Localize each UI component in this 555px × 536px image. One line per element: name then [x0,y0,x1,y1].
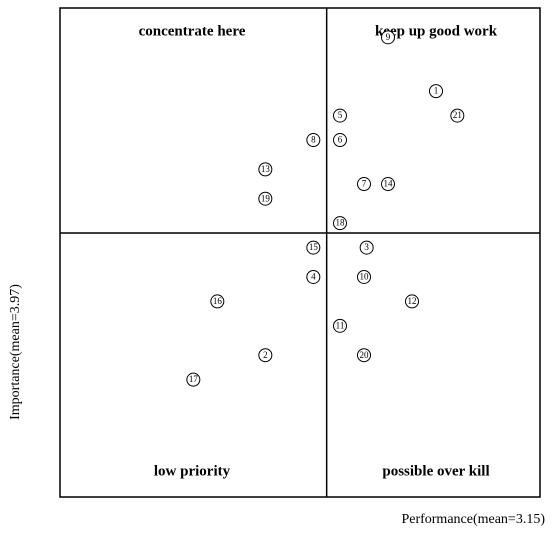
point-label: 4 [311,272,316,282]
point-label: 20 [360,350,370,360]
point [333,133,347,148]
point [186,372,201,387]
point-label: 15 [309,242,319,252]
point-label: 17 [189,374,199,384]
point [306,240,321,255]
point [381,177,395,192]
point-label: 14 [384,179,394,189]
point [210,294,225,309]
point [450,108,465,123]
quadrant-label: possible over kill [382,463,489,479]
point-label: 21 [453,110,462,120]
point-label: 6 [338,135,343,145]
point-label: 10 [360,272,370,282]
quadrant-label: low priority [154,463,231,479]
quadrant-label: keep up good work [375,23,498,39]
point-label: 18 [336,218,346,228]
point-label: 13 [261,164,271,174]
point-label: 12 [408,296,417,306]
point [258,348,273,363]
point [258,191,273,206]
point-label: 1 [434,86,439,96]
quadrant-label: concentrate here [139,23,246,39]
point-label: 3 [364,242,369,252]
point-label: 7 [362,179,367,189]
point-label: 11 [336,320,345,330]
point [306,133,321,148]
point [381,30,395,45]
point [357,177,371,192]
point [333,216,347,231]
point [333,318,347,333]
point [357,269,371,284]
point-label: 9 [386,32,391,42]
point [359,240,374,255]
point-label: 8 [311,135,316,145]
point-label: 5 [338,110,343,120]
point-label: 19 [261,193,271,203]
point [357,348,371,363]
point [306,269,321,284]
point [429,84,443,99]
point-label: 16 [213,296,223,306]
point-label: 2 [263,350,268,360]
point [405,294,419,309]
point [258,162,273,177]
plot-frame [59,7,541,498]
y-axis-label: Importance(mean=3.97) [8,284,23,420]
point [333,108,347,123]
x-axis-label: Performance(mean=3.15) [401,512,545,527]
